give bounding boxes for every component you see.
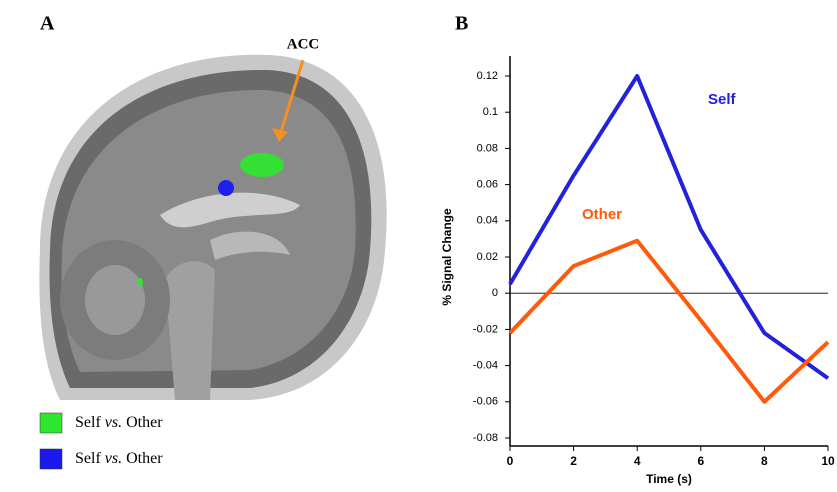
brain-image: [30, 45, 387, 400]
y-tick-label: 0.08: [477, 142, 498, 154]
y-tick-label: 0.06: [477, 179, 498, 191]
x-tick-label: 0: [507, 454, 514, 468]
legend-swatch: [40, 449, 62, 469]
y-tick-label: 0.12: [477, 70, 498, 82]
x-tick-label: 8: [761, 454, 768, 468]
series-line: [510, 241, 828, 402]
y-tick-label: -0.06: [473, 396, 498, 408]
x-tick-label: 4: [634, 454, 641, 468]
figure: A B ACC Selfvs.OtherSelfvs.Other-0.08-0.…: [0, 0, 837, 492]
legend-label-part: Other: [126, 450, 163, 467]
series-label: Self: [708, 91, 737, 108]
y-tick-label: 0: [492, 287, 498, 299]
legend-label-part: Other: [126, 414, 163, 431]
annotation: ACC: [287, 36, 320, 52]
series-line: [510, 76, 828, 378]
y-tick-label: 0.02: [477, 251, 498, 263]
series-label: Other: [582, 206, 622, 223]
legend-label-part: vs.: [105, 414, 122, 431]
x-axis-label: Time (s): [646, 472, 692, 486]
legend-label-part: vs.: [105, 450, 122, 467]
legend-label-part: Self: [75, 414, 101, 431]
legend-swatch: [40, 413, 62, 433]
legend-label-part: Self: [75, 450, 101, 467]
y-tick-label: 0.04: [477, 215, 498, 227]
panel-label: A: [40, 13, 55, 35]
y-tick-label: -0.04: [473, 360, 498, 372]
y-axis-label: % Signal Change: [440, 208, 454, 306]
y-tick-label: -0.02: [473, 323, 498, 335]
y-tick-label: -0.08: [473, 432, 498, 444]
y-tick-label: 0.1: [483, 106, 498, 118]
panel-label: B: [455, 13, 468, 35]
x-tick-label: 2: [570, 454, 577, 468]
x-tick-label: 10: [821, 454, 835, 468]
x-tick-label: 6: [697, 454, 704, 468]
